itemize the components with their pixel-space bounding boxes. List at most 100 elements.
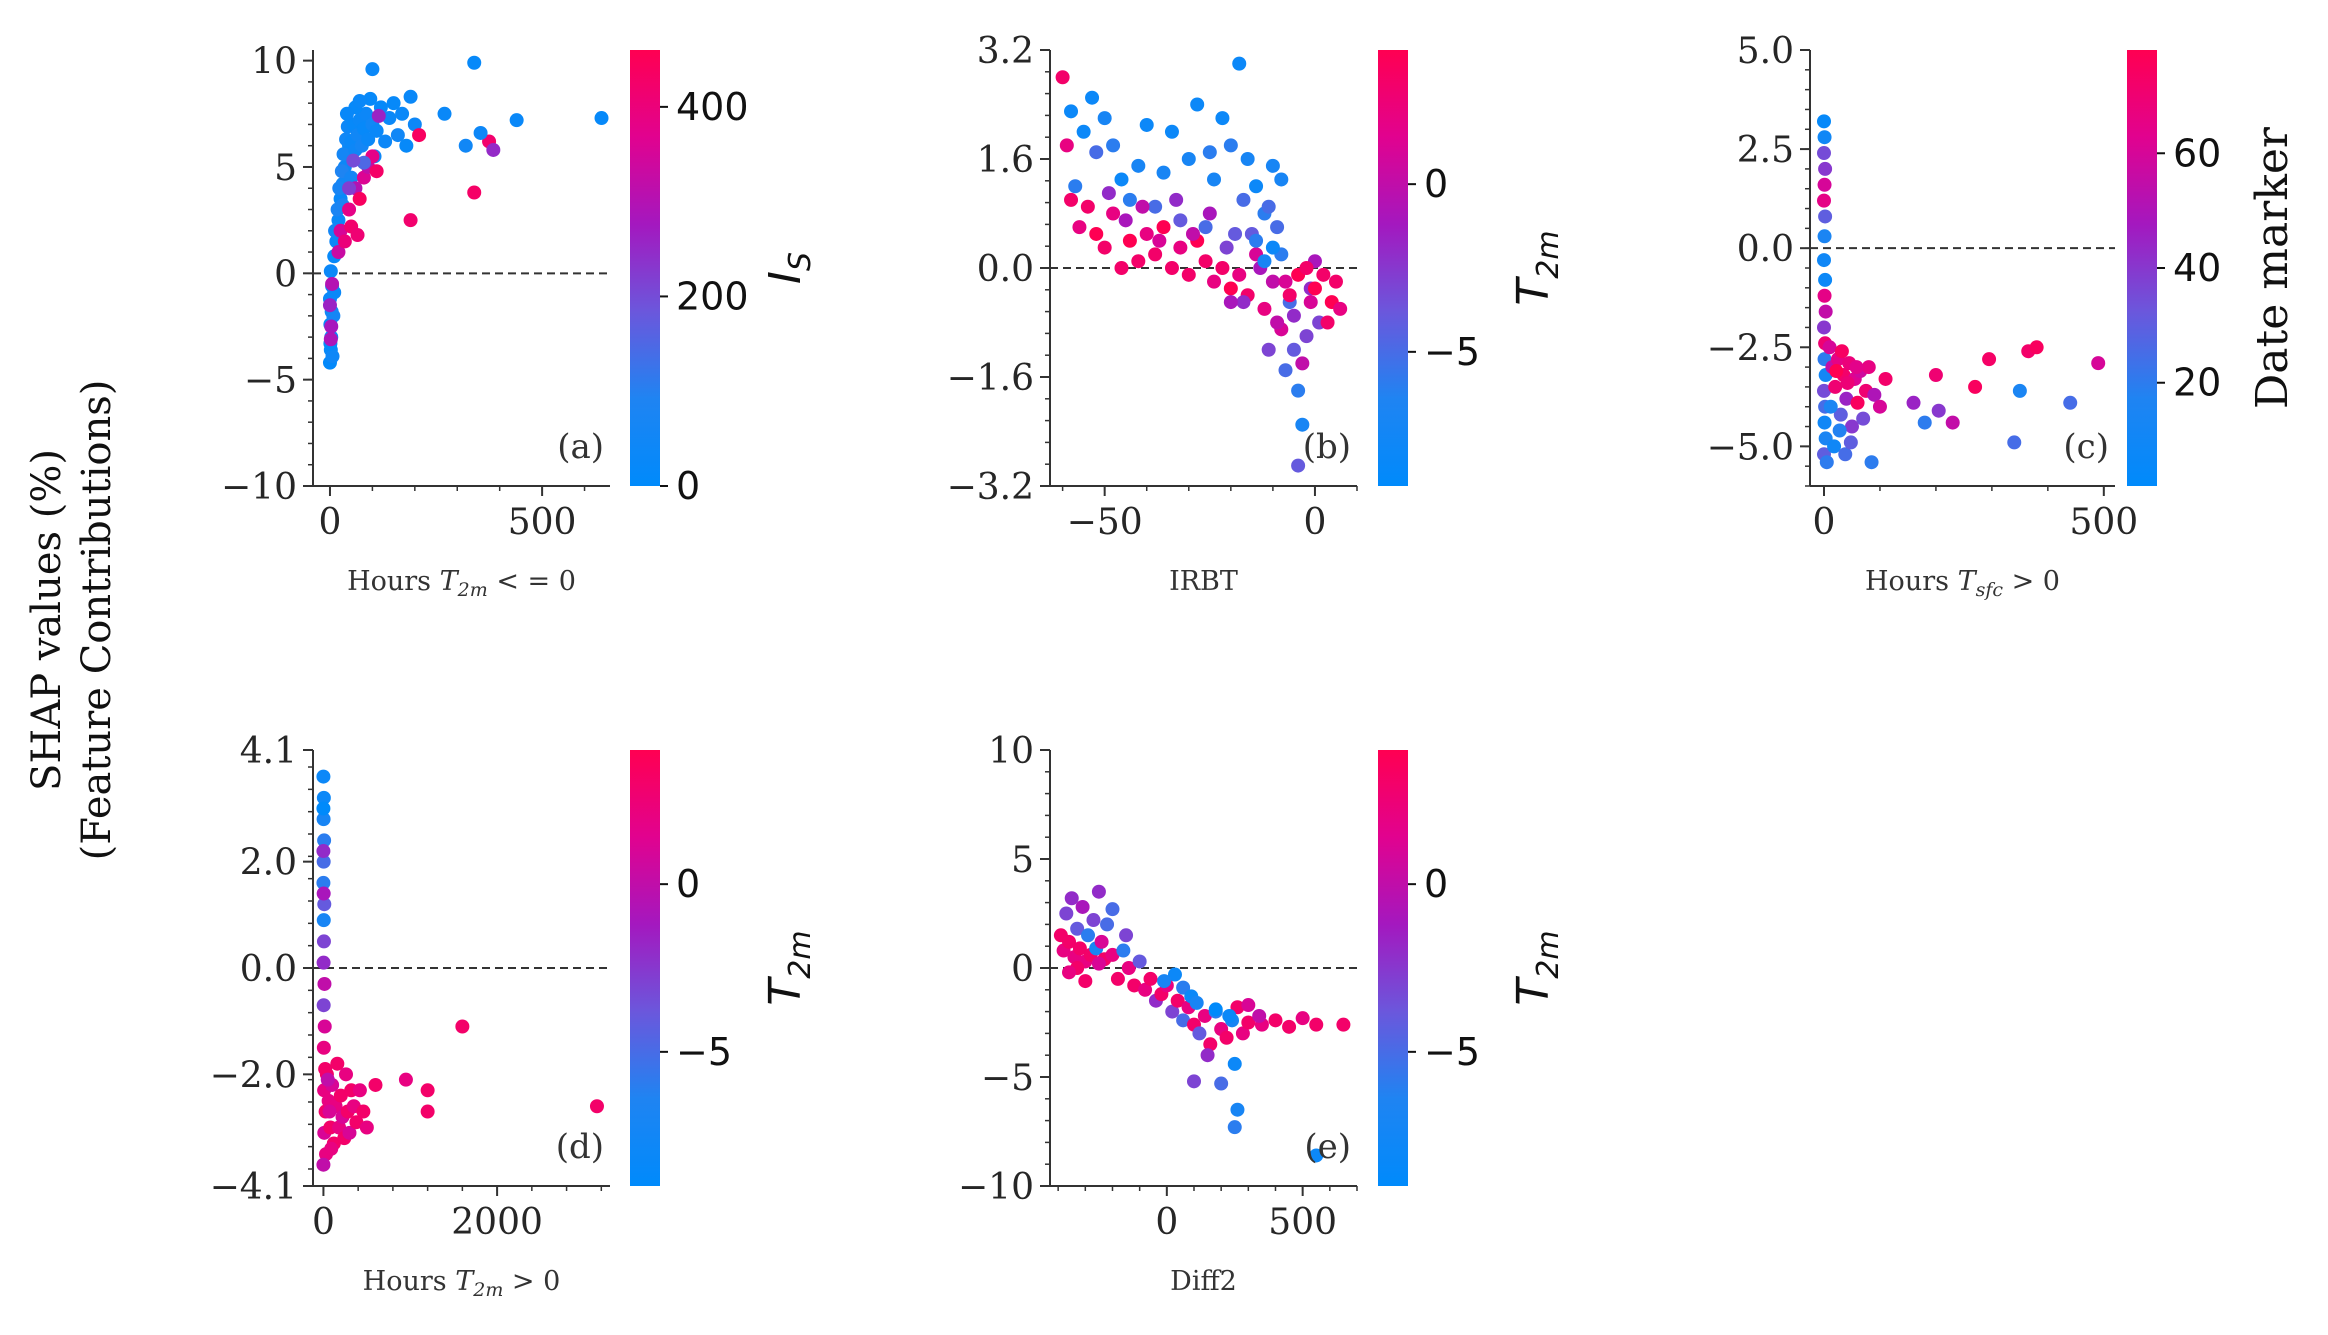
- scatter-point: [589, 1099, 604, 1114]
- scatter-point: [1917, 415, 1932, 430]
- scatter-point: [1181, 152, 1196, 166]
- scatter-point: [346, 153, 361, 168]
- y-tick-label: 5: [1011, 840, 1034, 881]
- scatter-point: [1072, 220, 1087, 235]
- scatter-point: [395, 106, 410, 121]
- scatter-point: [1227, 1056, 1242, 1071]
- scatter-point: [349, 1115, 364, 1130]
- scatter-point: [1232, 56, 1247, 71]
- scatter-point: [1945, 415, 1960, 430]
- colorbar: [1378, 50, 1408, 486]
- y-tick-label: −10: [221, 467, 297, 508]
- scatter-point: [1295, 1011, 1310, 1026]
- scatter-point: [339, 1067, 353, 1082]
- scatter-point: [1299, 329, 1314, 344]
- scatter-point: [1167, 967, 1182, 982]
- scatter-point: [1072, 941, 1087, 956]
- scatter-point: [398, 1072, 413, 1087]
- scatter-point: [1197, 1008, 1212, 1023]
- scatter-point: [1309, 1148, 1324, 1163]
- scatter-point: [316, 1040, 331, 1055]
- colorbar-tick-label: 60: [2173, 131, 2221, 175]
- scatter-point: [1295, 356, 1310, 371]
- scatter-point: [1164, 261, 1179, 275]
- scatter-point: [1817, 229, 1832, 244]
- scatter-point: [1164, 124, 1179, 139]
- scatter-point: [1829, 364, 1844, 379]
- scatter-point: [420, 1083, 435, 1098]
- scatter-point: [1170, 993, 1185, 1008]
- scatter-point: [1169, 192, 1184, 207]
- scatter-point: [1843, 435, 1858, 450]
- scatter-point: [1291, 383, 1306, 398]
- scatter-point: [1236, 295, 1251, 310]
- scatter-point: [1143, 971, 1158, 986]
- scatter-point: [1328, 274, 1343, 289]
- scatter-point: [322, 298, 337, 313]
- scatter-point: [1822, 340, 1837, 355]
- scatter-point: [1833, 407, 1848, 422]
- scatter-point: [420, 1104, 435, 1119]
- scatter-point: [1186, 1074, 1201, 1089]
- panel-c: −5.0 −2.5 0.0 2.5 5.0 0 500 Hours Tsfc > 0 (c) 20…: [1707, 31, 2298, 601]
- scatter-point: [1878, 371, 1893, 386]
- scatter-point: [1282, 1019, 1297, 1034]
- colorbar-tick-label: −5: [676, 1030, 732, 1074]
- scatter-point: [316, 913, 331, 928]
- scatter-point: [1070, 921, 1085, 936]
- scatter-point: [1089, 226, 1104, 241]
- colorbar-label: T2m: [760, 930, 818, 1005]
- scatter-point: [1192, 1026, 1207, 1041]
- scatter-point: [1132, 954, 1147, 969]
- scatter-point: [1816, 146, 1831, 161]
- scatter-point: [1316, 267, 1331, 282]
- scatter-point: [2091, 356, 2106, 371]
- scatter-point: [403, 89, 418, 104]
- panel-label: (e): [1304, 1127, 1351, 1167]
- scatter-point: [1241, 1015, 1256, 1030]
- scatter-point: [1223, 295, 1238, 310]
- scatter-point: [322, 1104, 337, 1119]
- scatter-point: [330, 1056, 345, 1071]
- scatter-point: [1817, 130, 1832, 145]
- scatter-point: [1818, 304, 1833, 319]
- x-tick-label: 0: [1813, 502, 1836, 543]
- panel-label: (c): [2063, 427, 2109, 467]
- scatter-point: [1270, 220, 1285, 235]
- scatter-point: [1261, 342, 1276, 357]
- y-tick-label: −10: [958, 1167, 1034, 1208]
- scatter-point: [1200, 1048, 1215, 1063]
- scatter-point: [1190, 97, 1205, 112]
- scatter-point: [1173, 240, 1188, 255]
- scatter-point: [325, 276, 340, 291]
- scatter-point: [1336, 1017, 1351, 1032]
- scatter-point: [1236, 192, 1251, 207]
- colorbar-tick-label: 0: [1424, 862, 1448, 906]
- scatter-point: [331, 213, 346, 228]
- scatter-point: [1219, 240, 1234, 255]
- x-tick-label: −50: [1067, 502, 1143, 543]
- scatter-point: [1844, 419, 1859, 434]
- scatter-point: [1119, 928, 1134, 943]
- x-axis-label: Hours T2m < = 0: [347, 566, 576, 601]
- scatter-point: [361, 132, 376, 147]
- colorbar-tick-label: −5: [1424, 330, 1480, 374]
- scatter-point: [1278, 363, 1293, 378]
- colorbar-tick-label: 20: [2173, 361, 2221, 405]
- colorbar: [1378, 750, 1408, 1186]
- scatter-point: [2063, 395, 2078, 410]
- scatter-point: [1101, 186, 1116, 201]
- scatter-point: [1832, 423, 1847, 438]
- scatter-point: [1148, 199, 1163, 214]
- scatter-point: [317, 897, 332, 912]
- scatter-point: [1202, 145, 1217, 160]
- scatter-point: [1278, 274, 1293, 289]
- scatter-point: [1968, 379, 1983, 394]
- scatter-point: [390, 128, 405, 143]
- scatter-point: [1252, 1008, 1267, 1023]
- scatter-point: [316, 886, 331, 901]
- scatter-point: [1295, 417, 1310, 432]
- colorbar-label: Date marker: [2247, 126, 2298, 409]
- scatter-point: [467, 55, 482, 70]
- scatter-point: [316, 801, 331, 816]
